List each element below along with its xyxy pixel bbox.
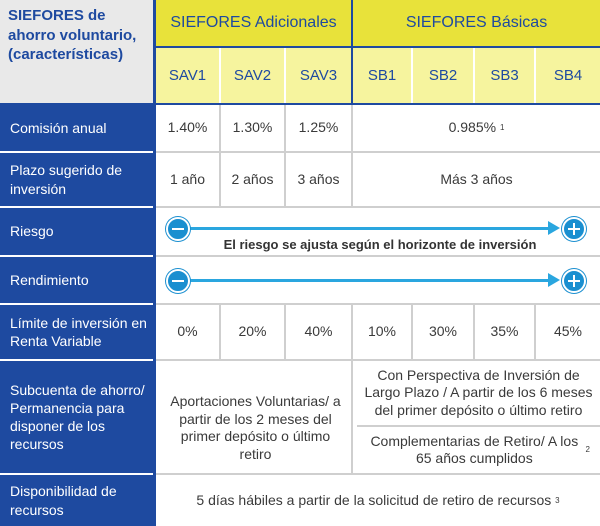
header-siefores-basicas: SIEFORES Básicas [353, 0, 600, 46]
divider [156, 473, 600, 475]
comision-sav3: 1.25% [286, 105, 351, 151]
plus-circle-icon [562, 269, 586, 293]
riesgo-arrow-line [176, 227, 556, 230]
divider [351, 0, 353, 103]
divider [153, 0, 156, 526]
divider [156, 303, 600, 305]
divider [351, 105, 353, 206]
limite-sb4: 45% [536, 305, 600, 359]
row-label-rendimiento: Rendimiento [0, 257, 153, 303]
divider [473, 305, 475, 359]
divider [156, 151, 600, 153]
plazo-basicas: Más 3 años [353, 153, 600, 206]
divider [411, 305, 413, 359]
limite-sb2: 30% [413, 305, 473, 359]
comision-sav1: 1.40% [156, 105, 219, 151]
plus-circle-icon [562, 217, 586, 241]
column-header-sav3: SAV3 [286, 48, 351, 103]
limite-sb1: 10% [353, 305, 411, 359]
divider [219, 305, 221, 359]
divider [284, 105, 286, 206]
plazo-sav2: 2 años [221, 153, 284, 206]
comision-basicas-value: 0.985% [448, 119, 497, 136]
minus-circle-icon [166, 217, 190, 241]
divider [219, 105, 221, 206]
plazo-sav1: 1 año [156, 153, 219, 206]
footnote-3: 3 [555, 495, 560, 505]
divider [284, 305, 286, 359]
row-label-limite: Límite de inversión en Renta Variable [0, 305, 153, 359]
divider [156, 206, 600, 208]
row-label-subcuenta: Subcuenta de ahorro/ Permanencia para di… [0, 361, 153, 473]
subcuenta-adicionales: Aportaciones Voluntarias/ a partir de lo… [160, 361, 351, 473]
rendimiento-arrow-head [548, 273, 560, 287]
comision-basicas: 0.985% 1 [353, 105, 600, 151]
riesgo-arrow-head [548, 221, 560, 235]
column-header-sb4: SB4 [536, 48, 600, 103]
limite-sav2: 20% [221, 305, 284, 359]
divider [156, 255, 600, 257]
footnote-1: 1 [499, 123, 505, 132]
divider [534, 305, 536, 359]
subcuenta-basicas-top: Con Perspectiva de Inversión de Largo Pl… [357, 361, 600, 425]
row-label-comision: Comisión anual [0, 105, 153, 151]
limite-sb3: 35% [475, 305, 534, 359]
limite-sav1: 0% [156, 305, 219, 359]
subcuenta-basicas-bottom-text: Complementarias de Retiro/ A los 65 años… [370, 432, 579, 467]
comision-sav2: 1.30% [221, 105, 284, 151]
header-siefores-adicionales: SIEFORES Adicionales [156, 0, 351, 46]
table-title: SIEFORES de ahorro voluntario, (caracter… [0, 0, 153, 103]
column-header-sb2: SB2 [413, 48, 473, 103]
column-header-sav2: SAV2 [221, 48, 284, 103]
column-header-sb3: SB3 [475, 48, 534, 103]
riesgo-caption: El riesgo se ajusta según el horizonte d… [223, 236, 537, 252]
row-label-plazo: Plazo sugerido de inversión [0, 153, 153, 206]
row-label-riesgo: Riesgo [0, 208, 153, 255]
divider [156, 359, 600, 361]
disponibilidad-text: 5 días hábiles a partir de la solicitud … [196, 491, 552, 508]
divider [351, 305, 353, 473]
divider [357, 425, 600, 427]
limite-sav3: 40% [286, 305, 351, 359]
divider [156, 46, 600, 48]
column-header-sb1: SB1 [353, 48, 411, 103]
rendimiento-arrow-line [176, 279, 556, 282]
plazo-sav3: 3 años [286, 153, 351, 206]
divider [0, 103, 600, 105]
disponibilidad-value: 5 días hábiles a partir de la solicitud … [156, 475, 600, 526]
row-label-disponibilidad: Disponibilidad de recursos [0, 475, 153, 526]
subcuenta-basicas-bottom: Complementarias de Retiro/ A los 65 años… [357, 427, 600, 473]
footnote-2: 2 [585, 445, 590, 454]
column-header-sav1: SAV1 [156, 48, 219, 103]
minus-circle-icon [166, 269, 190, 293]
